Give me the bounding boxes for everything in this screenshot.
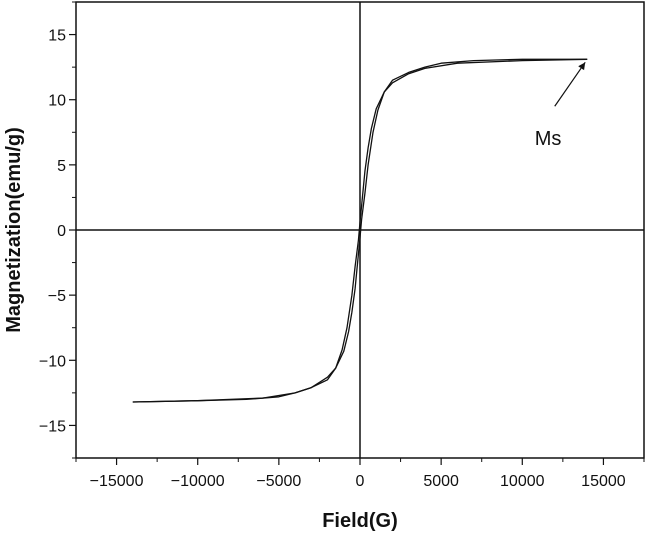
- y-tick-label: 15: [48, 28, 66, 45]
- y-axis-title: Magnetization(emu/g): [3, 127, 25, 333]
- y-tick-label: −10: [39, 353, 66, 370]
- series-line-1: [132, 58, 588, 403]
- series-layer: [132, 58, 588, 403]
- x-tick-label: 10000: [500, 473, 545, 490]
- x-tick-label: 5000: [423, 473, 459, 490]
- x-tick-label: −5000: [256, 473, 301, 490]
- y-tick-label: −5: [48, 288, 66, 305]
- x-tick-label: −15000: [90, 473, 144, 490]
- y-tick-label: −15: [39, 418, 66, 435]
- annotation-layer: Ms: [535, 61, 586, 150]
- y-tick-label: 5: [57, 158, 66, 175]
- x-tick-label: 0: [356, 473, 365, 490]
- x-tick-label: 15000: [581, 473, 626, 490]
- ticks: −15000 −10000 −5000 0 5000 10000 15000 −15 −10 −5…: [39, 1, 645, 490]
- ms-annotation-label: Ms: [535, 128, 562, 150]
- y-tick-label: 0: [57, 223, 66, 240]
- x-tick-label: −10000: [171, 473, 225, 490]
- x-axis-title: Field(G): [322, 510, 398, 532]
- y-tick-label: 10: [48, 93, 66, 110]
- ms-arrow: [554, 61, 586, 107]
